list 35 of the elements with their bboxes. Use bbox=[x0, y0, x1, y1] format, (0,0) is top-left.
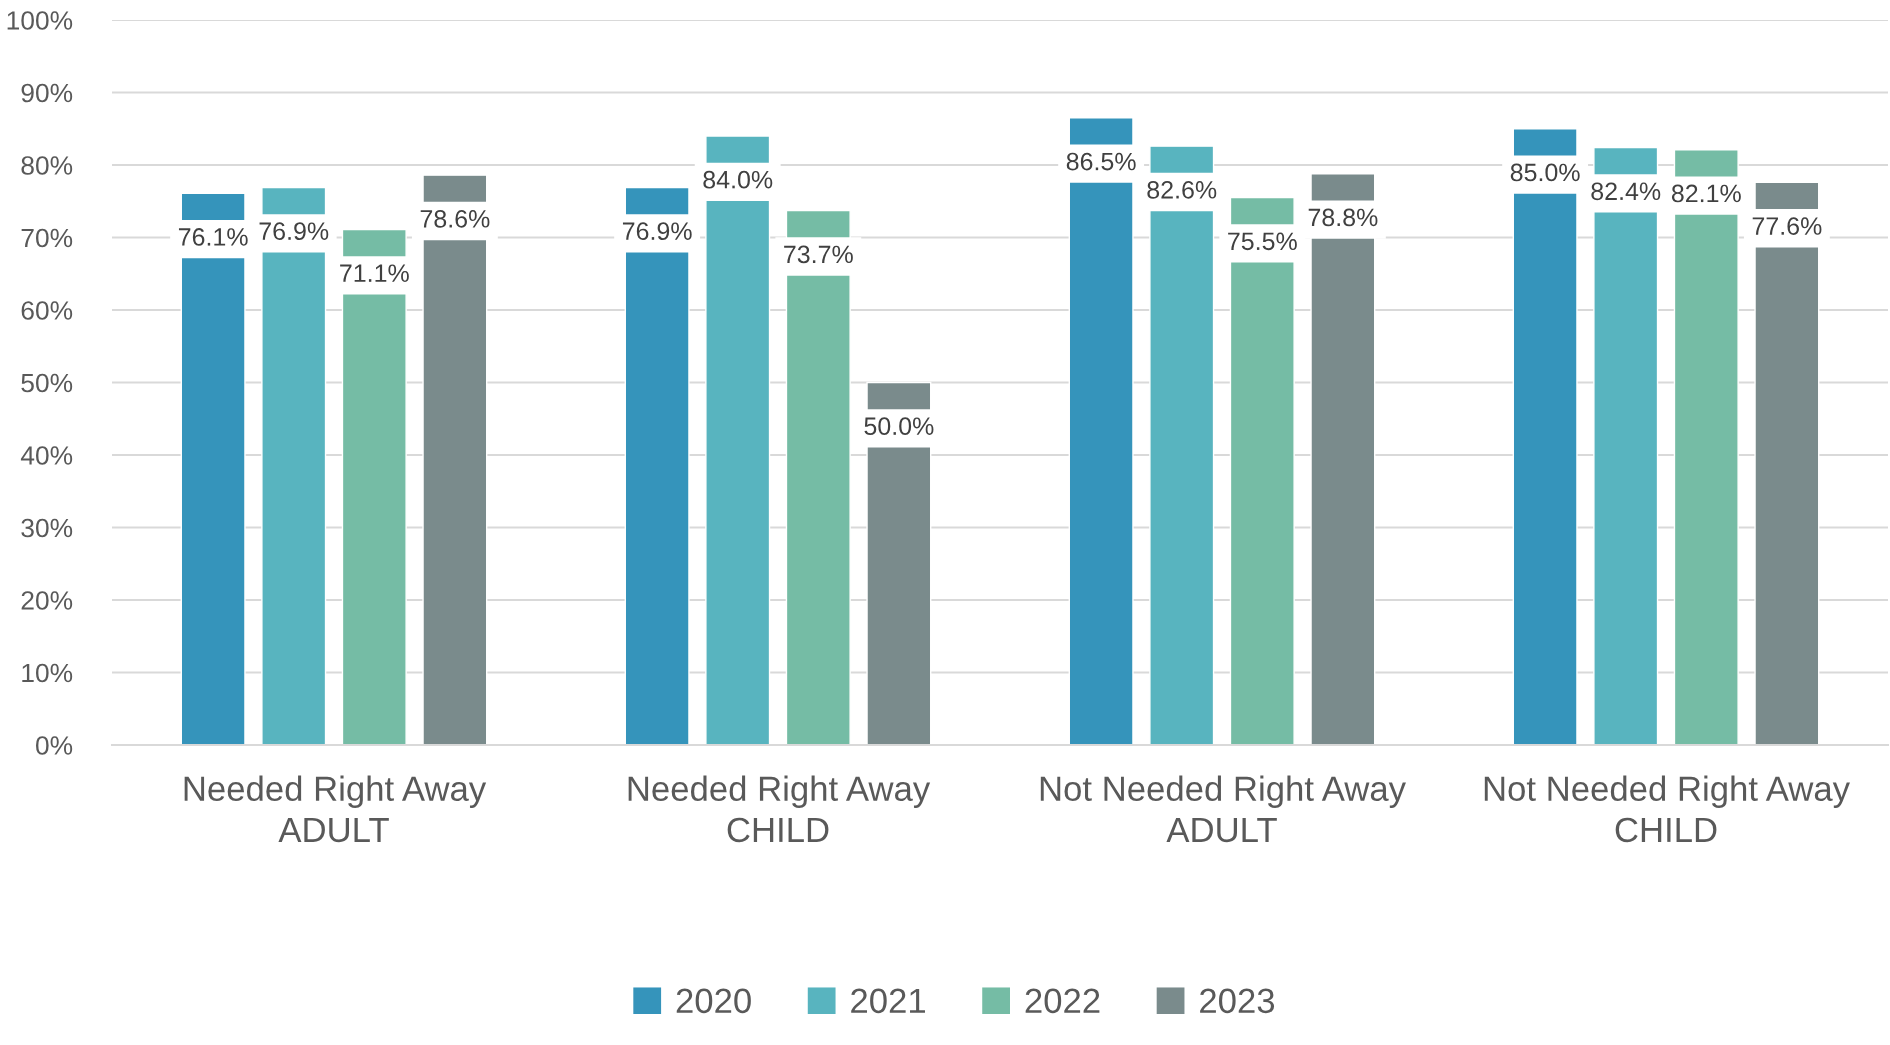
legend-label: 2023 bbox=[1200, 988, 1275, 1014]
data-label: 71.1% bbox=[340, 264, 409, 282]
data-label: 82.6% bbox=[1147, 180, 1217, 199]
data-label: 82.1% bbox=[1671, 184, 1741, 203]
y-tick-label: 30% bbox=[21, 518, 73, 538]
legend-label: 2021 bbox=[851, 988, 925, 1014]
y-tick-label: 40% bbox=[20, 446, 73, 465]
y-tick-label: 100% bbox=[7, 11, 73, 30]
y-tick-label: 70% bbox=[21, 228, 73, 248]
data-label: 76.9% bbox=[622, 222, 692, 241]
data-label: 78.6% bbox=[420, 209, 490, 228]
y-tick-label: 60% bbox=[21, 301, 73, 320]
data-label: 78.8% bbox=[1308, 208, 1378, 227]
x-tick-label: Needed Right Away CHILD bbox=[628, 775, 931, 843]
data-label: 50.0% bbox=[864, 417, 934, 436]
data-label: 85.0% bbox=[1510, 163, 1580, 182]
x-tick-label: Not Needed Right Away ADULT bbox=[1040, 775, 1406, 843]
x-tick-label: Not Needed Right Away CHILD bbox=[1484, 775, 1850, 843]
x-tick-label: Needed Right Away ADULT bbox=[184, 775, 487, 843]
legend-label: 2020 bbox=[676, 988, 751, 1014]
y-tick-label: 50% bbox=[21, 373, 73, 393]
data-label: 86.5% bbox=[1066, 152, 1136, 171]
data-label: 73.7% bbox=[784, 245, 853, 264]
data-label: 77.6% bbox=[1752, 217, 1822, 235]
y-tick-label: 20% bbox=[21, 591, 73, 610]
data-label: 76.1% bbox=[178, 228, 248, 246]
y-tick-label: 0% bbox=[36, 736, 73, 755]
data-label: 84.0% bbox=[703, 170, 773, 189]
data-label: 82.4% bbox=[1591, 182, 1661, 201]
legend-label: 2022 bbox=[1025, 988, 1100, 1014]
y-tick-label: 10% bbox=[22, 663, 73, 683]
y-tick-label: 90% bbox=[21, 83, 73, 103]
data-label: 75.5% bbox=[1228, 232, 1297, 251]
y-tick-label: 80% bbox=[21, 156, 73, 175]
data-label: 76.9% bbox=[259, 222, 329, 241]
